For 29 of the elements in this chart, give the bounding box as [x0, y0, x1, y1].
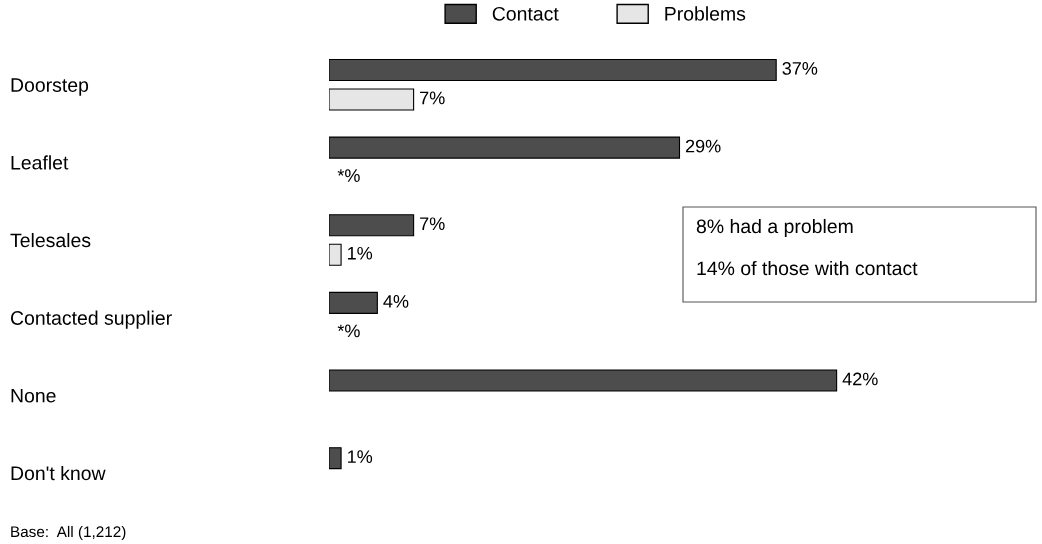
y-tick-label: Don't know — [11, 465, 106, 481]
y-tick-label: Leaflet — [11, 155, 69, 170]
annotation: 14% of those with contact — [697, 260, 918, 276]
data-label: 7% — [420, 217, 445, 231]
bar — [329, 58, 777, 81]
data-label: 42% — [842, 372, 878, 386]
bar — [329, 291, 378, 314]
y-tick-label: Doorstep — [11, 78, 89, 96]
bar — [329, 447, 342, 470]
y-tick-label: Contacted supplier — [10, 310, 172, 329]
text: Base: All (1,212) — [11, 525, 126, 541]
bar — [329, 136, 681, 159]
bar — [329, 214, 415, 237]
legend-label: Problems — [665, 6, 746, 21]
data-label: 7% — [420, 91, 445, 105]
data-label: 1% — [348, 450, 373, 463]
data-label: 29% — [685, 139, 721, 153]
data-label: 37% — [782, 62, 818, 75]
bar — [329, 88, 415, 111]
data-label: 4% — [383, 295, 409, 308]
data-label: 1% — [348, 246, 373, 260]
annotation: *% — [337, 324, 360, 338]
y-tick-label: None — [11, 388, 56, 403]
bar — [329, 369, 838, 392]
annotation: 8% had a problem — [696, 218, 853, 238]
bar — [329, 243, 342, 266]
annotation: *% — [337, 169, 360, 182]
legend-label: Contact — [492, 6, 559, 21]
y-tick-label: Telesales — [10, 232, 91, 248]
